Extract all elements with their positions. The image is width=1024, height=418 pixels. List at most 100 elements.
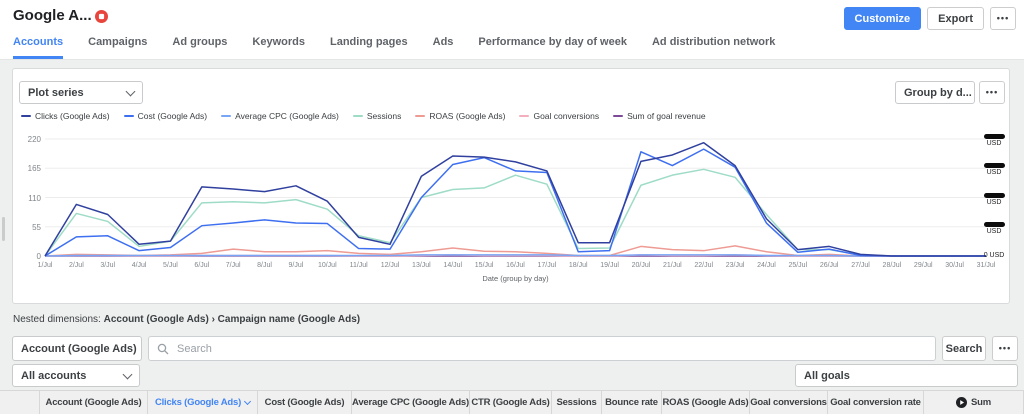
y-tick-label: 55 <box>32 222 41 232</box>
legend-item-roas-google-ads[interactable]: ROAS (Google Ads) <box>415 111 505 121</box>
column-header-label: Bounce rate <box>605 397 658 408</box>
legend-label: Sessions <box>366 111 402 121</box>
plot-series-dropdown[interactable]: Plot series <box>19 81 143 104</box>
tab-accounts[interactable]: Accounts <box>13 36 64 59</box>
column-header-label: Average CPC (Google Ads) <box>352 397 469 408</box>
left-scrollbar[interactable] <box>2 217 5 241</box>
chevron-down-icon <box>122 369 133 379</box>
x-axis: 1/Jul 2/Jul 3/Jul 4/Jul 5/Jul 6/Jul 7/Jul 8/Jul… <box>38 262 996 271</box>
x-tick-label: 22/Jul <box>694 262 714 269</box>
tab-ad-groups[interactable]: Ad groups <box>172 36 228 48</box>
header-actions: Customize Export ••• <box>843 7 1016 30</box>
right-axis-unit-label: USD <box>986 198 1002 206</box>
x-tick-label: 7/Jul <box>225 262 241 269</box>
dimension-dropdown-label: Account (Google Ads) <box>21 342 137 355</box>
redaction-bar-icon <box>983 134 1005 139</box>
x-tick-label: 28/Jul <box>882 262 902 269</box>
legend-swatch-icon <box>221 114 232 118</box>
dimension-dropdown[interactable]: Account (Google Ads) <box>12 336 142 361</box>
column-header-sum[interactable]: Sum <box>924 391 1024 414</box>
x-tick-label: 19/Jul <box>600 262 619 269</box>
legend-item-average-cpc-google-ads[interactable]: Average CPC (Google Ads) <box>221 111 339 121</box>
search-button[interactable]: Search <box>942 336 986 361</box>
series-line-cost-google-ads <box>45 149 986 256</box>
legend-item-goal-conversions[interactable]: Goal conversions <box>519 111 599 121</box>
column-header-label: Goal conversion rate <box>830 397 921 408</box>
x-axis-title: Date (group by day) <box>482 274 549 283</box>
series-line-average-cpc-google-ads <box>45 255 986 256</box>
y-tick-label: 0 <box>36 252 41 261</box>
x-tick-label: 16/Jul <box>506 262 525 269</box>
x-tick-label: 13/Jul <box>412 262 431 269</box>
legend-item-cost-google-ads[interactable]: Cost (Google Ads) <box>123 111 208 121</box>
search-box <box>148 336 936 361</box>
plot-series-label: Plot series <box>28 86 84 99</box>
y-tick-label: 110 <box>28 193 41 203</box>
tab-performance-by-day-of-week[interactable]: Performance by day of week <box>478 36 627 48</box>
tab-campaigns[interactable]: Campaigns <box>88 36 148 48</box>
column-header-goal-conversion-rate[interactable]: Goal conversion rate <box>828 391 924 414</box>
redaction-bar-icon <box>983 221 1005 227</box>
chart-card: Plot series Group by d... ••• Clicks (Go… <box>12 68 1010 304</box>
column-header-label: ROAS (Google Ads) <box>662 397 749 408</box>
legend-item-clicks-google-ads[interactable]: Clicks (Google Ads) <box>21 111 110 121</box>
column-header-blank <box>0 391 40 414</box>
chart-more-button[interactable]: ••• <box>979 81 1005 104</box>
header-more-button[interactable]: ••• <box>990 7 1016 30</box>
legend-swatch-icon <box>352 114 363 118</box>
right-axis-zero-label: 0 USD <box>983 252 1005 259</box>
column-header-label: CTR (Google Ads) <box>471 397 550 408</box>
column-header-sessions[interactable]: Sessions <box>552 391 602 414</box>
legend-label: Average CPC (Google Ads) <box>235 111 339 121</box>
y-axis: 0 55 110 165 220 <box>13 135 41 261</box>
column-header-goal-conversions[interactable]: Goal conversions <box>750 391 828 414</box>
x-tick-label: 10/Jul <box>317 262 337 269</box>
x-tick-label: 4/Jul <box>131 262 147 269</box>
right-axis-redacted-value: USD <box>977 192 1011 206</box>
customize-button[interactable]: Customize <box>843 7 922 30</box>
chevron-down-icon <box>141 342 142 352</box>
x-tick-label: 17/Jul <box>537 262 557 269</box>
tab-ad-distribution-network[interactable]: Ad distribution network <box>651 36 776 48</box>
x-tick-label: 26/Jul <box>819 262 839 269</box>
search-icon <box>157 343 169 355</box>
x-tick-label: 27/Jul <box>851 262 870 269</box>
right-axis-usd: USD USD USD USD 0 USD <box>977 134 1011 259</box>
right-axis-unit-label: USD <box>986 169 1002 177</box>
legend-label: Cost (Google Ads) <box>137 111 208 121</box>
tab-landing-pages[interactable]: Landing pages <box>330 36 408 48</box>
goals-filter-dropdown[interactable]: All goals <box>795 364 1018 387</box>
column-header-clicks-google-ads[interactable]: Clicks (Google Ads) <box>148 391 258 414</box>
x-tick-label: 1/Jul <box>37 262 53 269</box>
column-header-cost-google-ads[interactable]: Cost (Google Ads) <box>258 391 352 414</box>
nested-dimensions-label: Nested dimensions: <box>13 314 101 325</box>
accounts-filter-label: All accounts <box>21 369 87 382</box>
group-by-dropdown[interactable]: Group by d... <box>895 81 975 104</box>
column-header-account-google-ads[interactable]: Account (Google Ads) <box>40 391 148 414</box>
tab-ads[interactable]: Ads <box>432 36 454 48</box>
goal-icon <box>956 397 967 408</box>
x-tick-label: 9/Jul <box>288 262 304 269</box>
tab-bar: Accounts Campaigns Ad groups Keywords Landin… <box>13 36 775 59</box>
legend-item-sum-of-goal-revenue[interactable]: Sum of goal revenue <box>613 111 706 121</box>
tab-keywords[interactable]: Keywords <box>252 36 305 48</box>
column-header-average-cpc-google-ads[interactable]: Average CPC (Google Ads) <box>352 391 470 414</box>
redaction-bar-icon <box>983 163 1005 169</box>
column-header-bounce-rate[interactable]: Bounce rate <box>602 391 662 414</box>
accounts-filter-dropdown[interactable]: All accounts <box>12 364 140 387</box>
redaction-bar-icon <box>983 192 1005 198</box>
series-line-roas-google-ads <box>45 246 986 256</box>
column-header-roas-google-ads[interactable]: ROAS (Google Ads) <box>662 391 750 414</box>
column-header-ctr-google-ads[interactable]: CTR (Google Ads) <box>470 391 552 414</box>
x-tick-label: 23/Jul <box>725 262 745 269</box>
right-axis-unit-label: USD <box>986 140 1002 147</box>
search-input[interactable] <box>175 341 927 356</box>
filter-more-button[interactable]: ••• <box>992 336 1018 361</box>
y-tick-label: 165 <box>27 164 41 174</box>
export-button[interactable]: Export <box>927 7 984 30</box>
legend-item-sessions[interactable]: Sessions <box>352 111 402 121</box>
nested-dimensions-path: Account (Google Ads) › Campaign name (Go… <box>103 314 361 325</box>
x-tick-label: 20/Jul <box>631 262 651 269</box>
legend-label: Sum of goal revenue <box>627 111 706 121</box>
